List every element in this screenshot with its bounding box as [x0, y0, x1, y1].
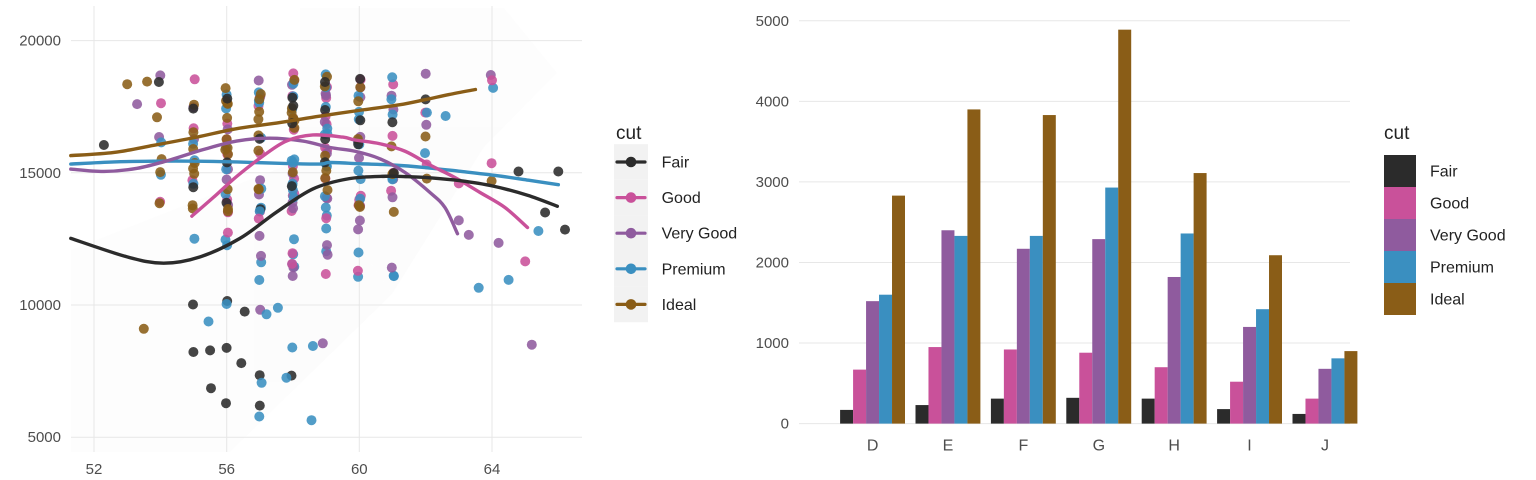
svg-text:D: D	[867, 438, 879, 455]
svg-text:10000: 10000	[19, 297, 61, 314]
svg-text:E: E	[943, 438, 954, 455]
svg-text:Ideal: Ideal	[662, 297, 697, 314]
svg-text:60: 60	[351, 461, 368, 478]
svg-text:20000: 20000	[19, 33, 61, 50]
svg-text:F: F	[1019, 438, 1029, 455]
svg-text:Good: Good	[662, 190, 701, 207]
svg-text:H: H	[1168, 438, 1180, 455]
svg-text:Fair: Fair	[1430, 164, 1458, 181]
svg-text:G: G	[1093, 438, 1105, 455]
svg-text:1000: 1000	[756, 335, 789, 352]
svg-text:56: 56	[218, 461, 235, 478]
svg-text:15000: 15000	[19, 165, 61, 182]
svg-text:Very Good: Very Good	[662, 226, 738, 243]
svg-text:64: 64	[484, 461, 501, 478]
svg-text:5000: 5000	[756, 13, 789, 30]
svg-text:Premium: Premium	[1430, 260, 1494, 277]
svg-text:3000: 3000	[756, 174, 789, 191]
svg-text:Premium: Premium	[662, 261, 726, 278]
svg-text:Very Good: Very Good	[1430, 228, 1506, 245]
svg-text:I: I	[1247, 438, 1251, 455]
svg-text:Fair: Fair	[662, 155, 690, 172]
svg-text:4000: 4000	[756, 93, 789, 110]
svg-text:52: 52	[86, 461, 103, 478]
svg-text:5000: 5000	[28, 429, 61, 446]
svg-text:Ideal: Ideal	[1430, 292, 1465, 309]
svg-text:0: 0	[781, 416, 789, 433]
svg-text:cut: cut	[616, 123, 642, 144]
svg-text:J: J	[1321, 438, 1329, 455]
svg-text:Good: Good	[1430, 196, 1469, 213]
svg-text:cut: cut	[1384, 123, 1410, 144]
svg-text:2000: 2000	[756, 255, 789, 272]
